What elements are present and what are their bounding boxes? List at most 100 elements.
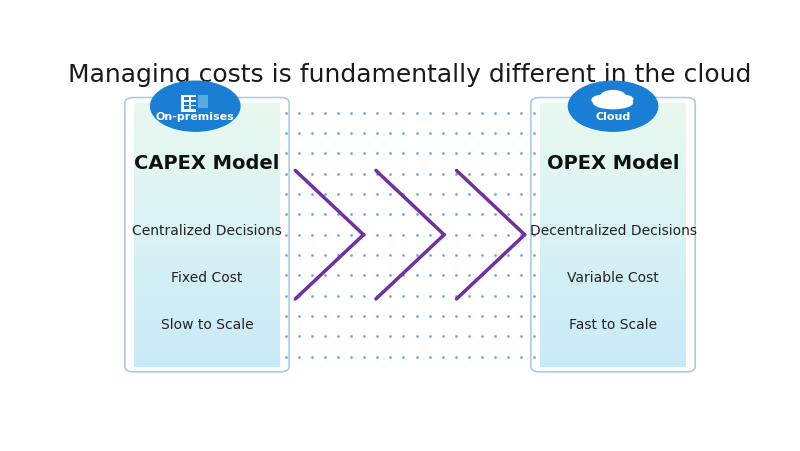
FancyBboxPatch shape [540,282,686,287]
FancyBboxPatch shape [540,293,686,298]
FancyBboxPatch shape [540,193,686,198]
FancyBboxPatch shape [134,203,280,208]
FancyBboxPatch shape [540,166,686,171]
Circle shape [569,81,658,131]
FancyBboxPatch shape [540,214,686,219]
FancyBboxPatch shape [134,113,280,119]
FancyBboxPatch shape [134,251,280,256]
FancyBboxPatch shape [134,140,280,145]
FancyBboxPatch shape [540,134,686,140]
FancyBboxPatch shape [540,261,686,267]
FancyBboxPatch shape [540,335,686,340]
FancyBboxPatch shape [540,124,686,129]
FancyBboxPatch shape [540,187,686,193]
FancyBboxPatch shape [540,251,686,256]
FancyBboxPatch shape [134,298,280,304]
Ellipse shape [615,95,634,104]
FancyBboxPatch shape [134,287,280,293]
FancyBboxPatch shape [134,134,280,140]
FancyBboxPatch shape [540,177,686,182]
FancyBboxPatch shape [134,340,280,345]
FancyBboxPatch shape [540,208,686,214]
FancyBboxPatch shape [134,361,280,367]
FancyBboxPatch shape [540,145,686,150]
FancyBboxPatch shape [134,256,280,261]
FancyBboxPatch shape [134,308,280,314]
FancyBboxPatch shape [134,345,280,351]
FancyBboxPatch shape [184,101,189,105]
Text: Managing costs is fundamentally different in the cloud: Managing costs is fundamentally differen… [68,63,752,87]
FancyBboxPatch shape [134,235,280,240]
FancyBboxPatch shape [191,106,196,109]
FancyBboxPatch shape [540,356,686,361]
Text: CAPEX Model: CAPEX Model [134,154,280,173]
FancyBboxPatch shape [134,351,280,356]
FancyBboxPatch shape [540,340,686,345]
FancyBboxPatch shape [134,272,280,277]
FancyBboxPatch shape [134,182,280,187]
FancyBboxPatch shape [540,319,686,324]
FancyBboxPatch shape [540,129,686,134]
FancyBboxPatch shape [134,230,280,235]
FancyBboxPatch shape [198,95,208,108]
FancyBboxPatch shape [540,150,686,156]
Text: Fast to Scale: Fast to Scale [569,318,657,332]
Ellipse shape [591,95,613,105]
Ellipse shape [600,90,626,103]
FancyBboxPatch shape [540,345,686,351]
FancyBboxPatch shape [540,182,686,187]
FancyBboxPatch shape [540,324,686,330]
FancyBboxPatch shape [540,198,686,203]
FancyBboxPatch shape [134,171,280,177]
FancyBboxPatch shape [540,272,686,277]
FancyBboxPatch shape [540,161,686,166]
Text: Decentralized Decisions: Decentralized Decisions [530,224,697,238]
FancyBboxPatch shape [134,124,280,129]
FancyBboxPatch shape [540,108,686,113]
FancyBboxPatch shape [134,240,280,245]
FancyBboxPatch shape [134,119,280,124]
FancyBboxPatch shape [134,161,280,166]
FancyBboxPatch shape [540,351,686,356]
FancyBboxPatch shape [134,129,280,134]
FancyBboxPatch shape [184,97,189,100]
FancyBboxPatch shape [184,106,189,109]
Text: On-premises: On-premises [156,112,234,122]
FancyBboxPatch shape [540,203,686,208]
Text: Variable Cost: Variable Cost [567,271,659,285]
FancyBboxPatch shape [134,219,280,224]
Circle shape [150,81,240,131]
FancyBboxPatch shape [540,113,686,119]
FancyBboxPatch shape [134,245,280,251]
FancyBboxPatch shape [540,235,686,240]
FancyBboxPatch shape [540,171,686,177]
FancyBboxPatch shape [134,166,280,171]
FancyBboxPatch shape [134,356,280,361]
Text: Centralized Decisions: Centralized Decisions [132,224,282,238]
FancyBboxPatch shape [134,103,280,108]
FancyBboxPatch shape [134,319,280,324]
FancyBboxPatch shape [540,219,686,224]
FancyBboxPatch shape [540,230,686,235]
FancyBboxPatch shape [540,277,686,282]
Text: OPEX Model: OPEX Model [547,154,679,173]
FancyBboxPatch shape [540,267,686,272]
FancyBboxPatch shape [134,314,280,319]
Ellipse shape [593,96,634,109]
FancyBboxPatch shape [540,314,686,319]
FancyBboxPatch shape [540,140,686,145]
FancyBboxPatch shape [134,277,280,282]
FancyBboxPatch shape [181,95,197,112]
FancyBboxPatch shape [134,193,280,198]
Text: Cloud: Cloud [595,112,630,122]
FancyBboxPatch shape [134,187,280,193]
FancyBboxPatch shape [134,224,280,230]
Text: Slow to Scale: Slow to Scale [161,318,254,332]
FancyBboxPatch shape [134,150,280,156]
FancyBboxPatch shape [540,287,686,293]
FancyBboxPatch shape [540,330,686,335]
FancyBboxPatch shape [134,214,280,219]
FancyBboxPatch shape [134,198,280,203]
FancyBboxPatch shape [540,298,686,304]
FancyBboxPatch shape [134,267,280,272]
